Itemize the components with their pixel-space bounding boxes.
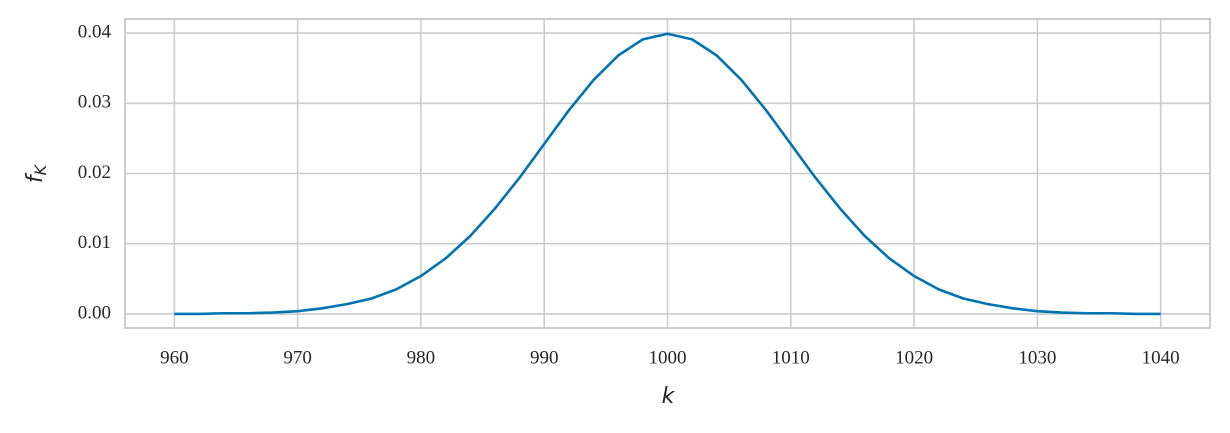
y-axis-label-sub: K — [31, 163, 50, 175]
x-tick-label: 970 — [283, 347, 312, 368]
y-tick-label: 0.02 — [78, 162, 111, 183]
x-tick-label: 1020 — [895, 347, 933, 368]
x-tick-label: 1030 — [1018, 347, 1056, 368]
y-tick-label: 0.00 — [78, 302, 111, 323]
x-tick-label: 990 — [530, 347, 559, 368]
data-line — [174, 32, 1161, 316]
x-tick-label: 1000 — [649, 347, 687, 368]
y-axis-label-base: f — [23, 172, 48, 183]
x-tick-label: 1040 — [1142, 347, 1180, 368]
y-tick-label: 0.04 — [78, 21, 112, 42]
x-axis-label: k — [662, 384, 676, 409]
plot-frame — [124, 18, 1211, 329]
x-tick-label: 1010 — [772, 347, 810, 368]
x-tick-label: 960 — [160, 347, 189, 368]
y-tick-label: 0.03 — [78, 92, 111, 113]
y-axis-label: fK — [23, 163, 50, 183]
x-tick-label: 980 — [407, 347, 436, 368]
y-tick-label: 0.01 — [78, 232, 111, 253]
